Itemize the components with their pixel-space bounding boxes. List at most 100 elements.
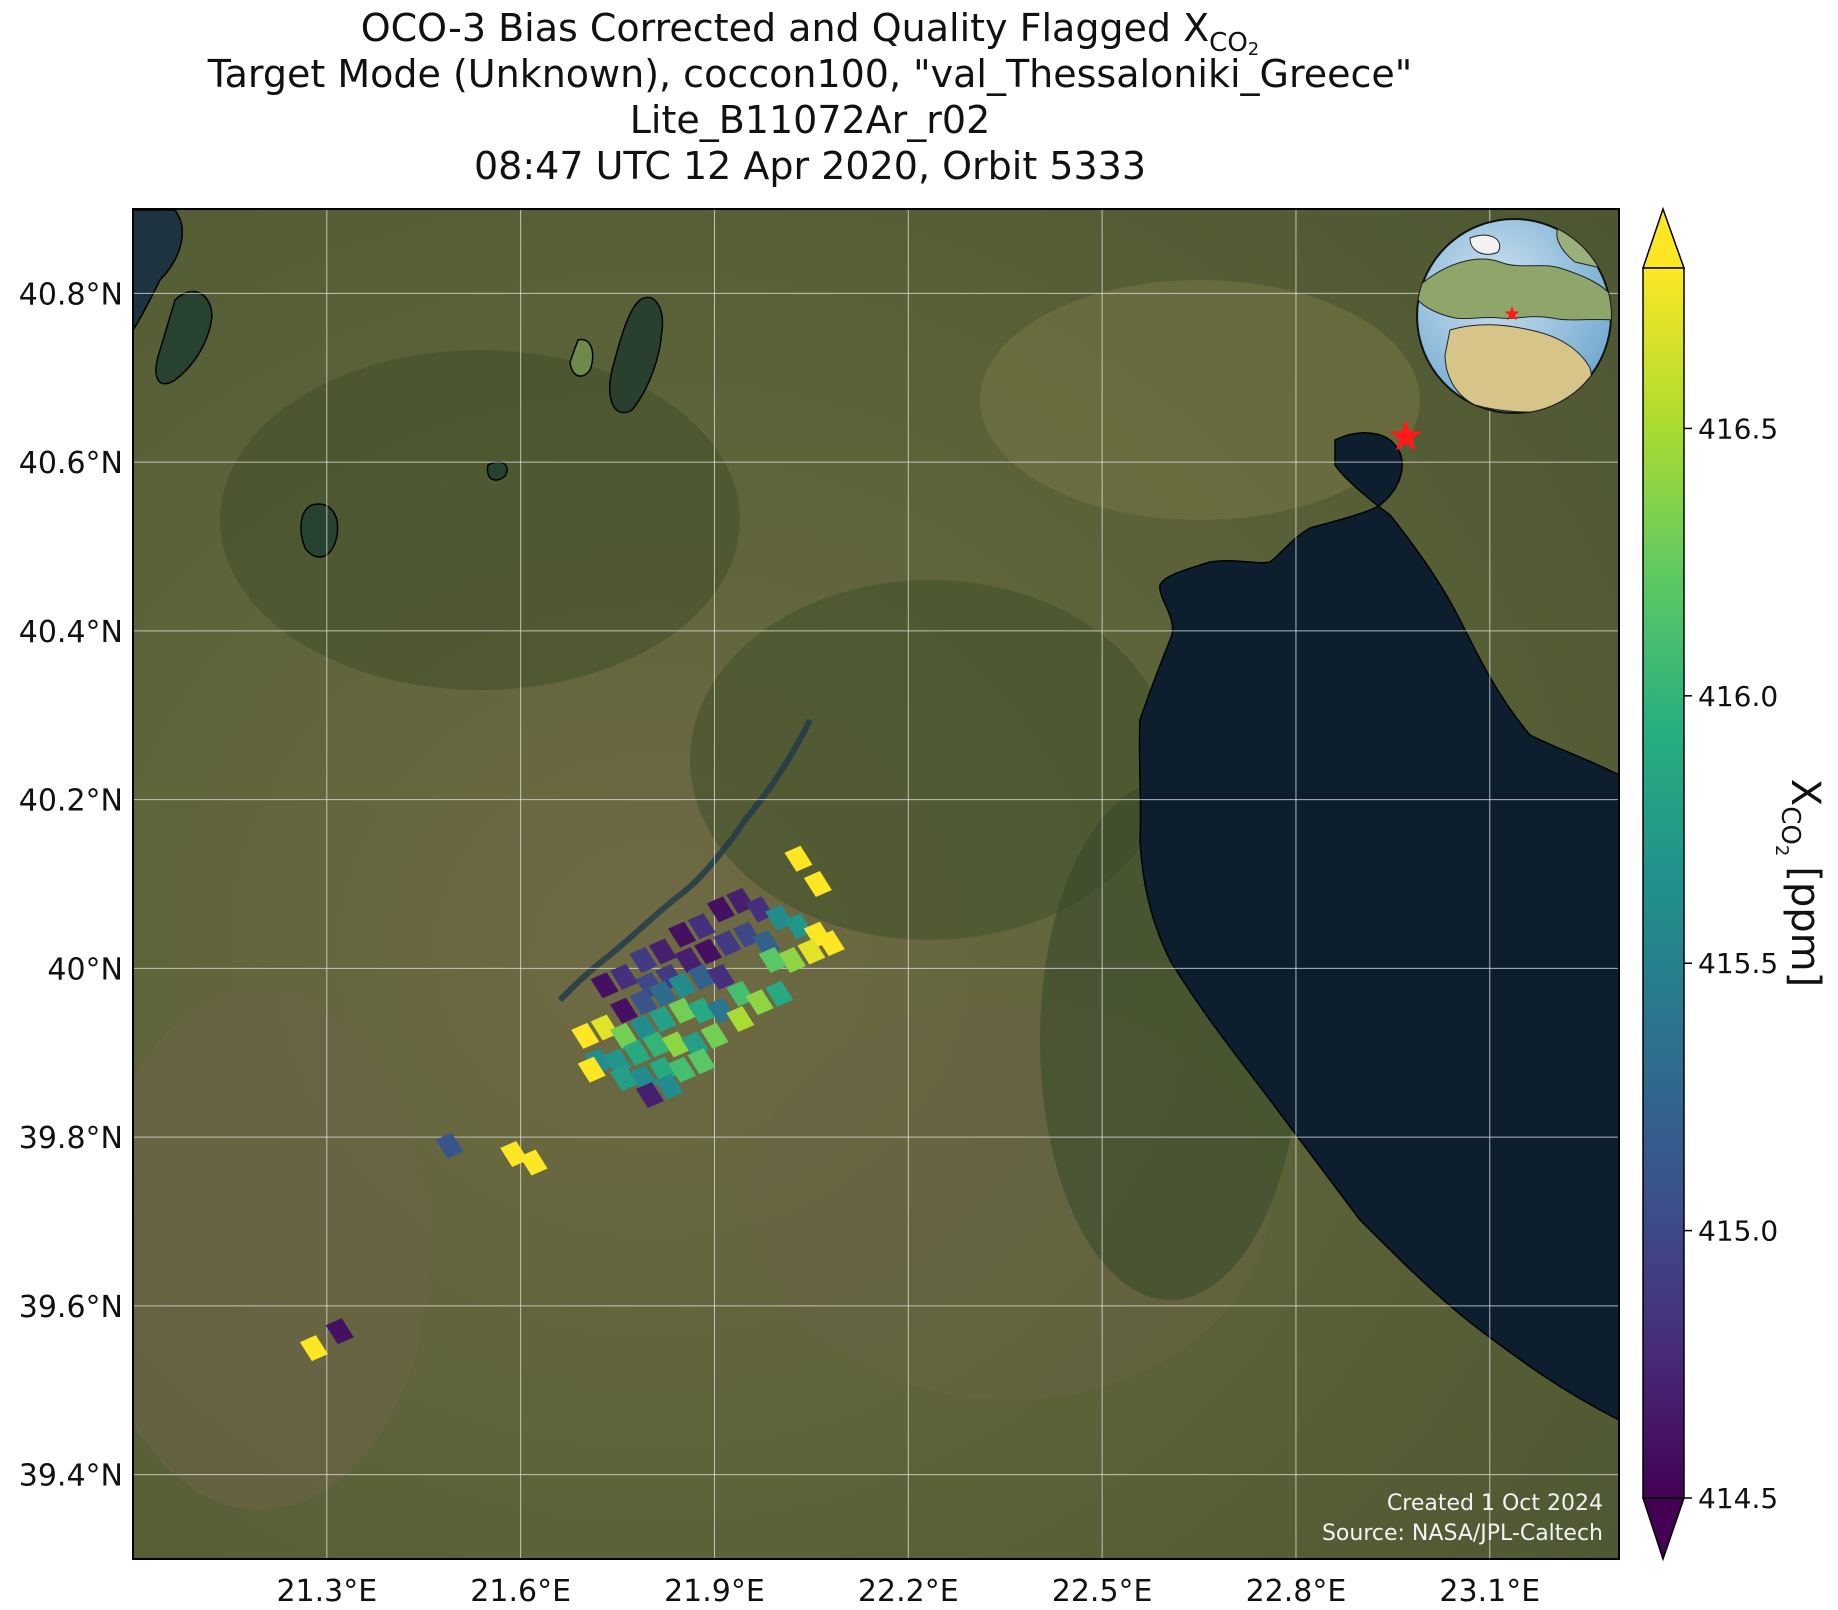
sounding-cell — [713, 930, 742, 957]
sounding-cell — [590, 1014, 619, 1041]
sounding-cell — [745, 989, 774, 1016]
lat-tick-label: 39.6°N — [19, 1290, 123, 1325]
basemap — [133, 209, 1619, 1559]
lat-tick-label: 39.8°N — [19, 1121, 123, 1156]
sounding-cell — [687, 913, 716, 940]
sounding-cell — [784, 913, 813, 940]
sounding-cell — [610, 1022, 639, 1049]
terrain-patch — [220, 350, 740, 690]
colorbar-tick-label: 414.5 — [1698, 1482, 1778, 1515]
lat-tick-label: 40.8°N — [19, 277, 123, 312]
sounding-cell — [629, 1014, 658, 1041]
lon-tick-label: 21.6°E — [470, 1574, 571, 1609]
sounding-cell — [661, 1031, 690, 1058]
longitude-labels: 21.3°E 21.6°E 21.9°E 22.2°E 22.5°E 22.8°E 23.1… — [276, 1574, 1540, 1609]
sounding-cell — [687, 997, 716, 1024]
sounding-cell — [668, 997, 697, 1024]
sounding-cell — [648, 1006, 677, 1032]
sounding-cell — [635, 1081, 664, 1108]
sounding-cell — [435, 1132, 464, 1159]
sounding-cell — [325, 1318, 354, 1345]
colorbar-extend-max — [1641, 206, 1686, 269]
inset-globe — [1416, 218, 1612, 414]
sounding-cell — [571, 1022, 600, 1049]
lake — [133, 209, 183, 332]
colorbar-extend-min — [1641, 1497, 1686, 1562]
sounding-cell — [577, 1056, 606, 1083]
title-line-2: Target Mode (Unknown), coccon100, "val_T… — [207, 52, 1413, 96]
gridlines — [133, 209, 1619, 1559]
sounding-cell — [687, 963, 716, 990]
sounding-cell — [584, 1048, 613, 1075]
sounding-cell — [629, 946, 658, 973]
map-frame — [132, 208, 1620, 1560]
lake — [155, 290, 213, 385]
credit-source: Source: NASA/JPL-Caltech — [1322, 1521, 1603, 1546]
sounding-cell — [648, 938, 677, 965]
colorbar-ticks: 414.5 415.0 415.5 416.0 416.5 — [1684, 412, 1778, 1515]
lat-tick-label: 40.4°N — [19, 615, 123, 650]
target-star-marker — [1389, 419, 1422, 451]
sounding-cell — [610, 997, 639, 1024]
colorbar-tick-label: 415.0 — [1698, 1215, 1778, 1248]
sounding-cell — [816, 930, 845, 957]
lake — [486, 461, 508, 481]
title-line-1: OCO-3 Bias Corrected and Quality Flagged… — [0, 6, 1620, 60]
sounding-cell — [732, 921, 761, 948]
sounding-cell — [629, 989, 658, 1016]
sounding-cell — [668, 921, 697, 948]
sounding-cell — [610, 1065, 639, 1092]
terrain-patch — [980, 280, 1420, 520]
title-line-3: Lite_B11072Ar_r02 — [629, 98, 991, 142]
colorbar-label: XCO2[ppm] — [1771, 779, 1828, 987]
sounding-cell — [519, 1149, 548, 1176]
reservoir — [557, 718, 813, 1003]
lake — [300, 503, 339, 558]
colorbar-tick-label: 416.5 — [1698, 412, 1778, 445]
title-subscript: CO — [1209, 28, 1248, 58]
title-main: OCO-3 Bias Corrected and Quality Flagged… — [360, 6, 1210, 50]
sounding-cell — [655, 1073, 684, 1100]
colorbar: 414.5 415.0 415.5 416.0 416.5 XCO2[ppm] — [1641, 206, 1828, 1562]
sea-gulf — [1138, 432, 1619, 1421]
sounding-cell — [726, 980, 755, 1007]
sounding-cell — [694, 938, 723, 965]
colorbar-tick-label: 416.0 — [1698, 680, 1778, 713]
sounding-cell — [784, 845, 813, 872]
sounding-cell — [706, 896, 735, 923]
lon-tick-label: 22.5°E — [1052, 1574, 1153, 1609]
sounding-cell — [700, 1022, 729, 1049]
lat-tick-label: 40°N — [47, 952, 123, 987]
lat-tick-label: 40.6°N — [19, 446, 123, 481]
title-line-4: 08:47 UTC 12 Apr 2020, Orbit 5333 — [473, 144, 1146, 188]
terrain-patch — [133, 990, 430, 1510]
terrain-patch — [690, 580, 1170, 940]
sounding-cell — [590, 972, 619, 999]
lon-tick-label: 21.3°E — [276, 1574, 377, 1609]
sounding-cell — [299, 1335, 328, 1362]
sounding-cell — [500, 1141, 529, 1167]
title-subscript-2: 2 — [1247, 39, 1260, 60]
sounding-cell — [668, 1056, 697, 1083]
globe-target-star — [1504, 306, 1520, 321]
sounding-cell — [803, 871, 832, 897]
sounding-cell — [622, 1039, 651, 1066]
sounding-cell — [758, 946, 787, 973]
sounding-cell — [726, 1006, 755, 1032]
sounding-cell — [726, 887, 755, 914]
soundings-layer — [299, 845, 845, 1362]
lon-tick-label: 21.9°E — [664, 1574, 765, 1609]
lon-tick-label: 22.8°E — [1246, 1574, 1347, 1609]
sounding-cell — [642, 1031, 671, 1058]
globe-star — [1504, 306, 1520, 321]
sounding-cell — [687, 1048, 716, 1075]
target-star — [1389, 419, 1422, 451]
sounding-cell — [745, 896, 774, 923]
colorbar-body — [1642, 267, 1685, 1499]
lon-tick-label: 22.2°E — [858, 1574, 959, 1609]
lake — [569, 338, 594, 377]
sounding-cell — [797, 938, 826, 965]
sounding-cell — [668, 972, 697, 999]
